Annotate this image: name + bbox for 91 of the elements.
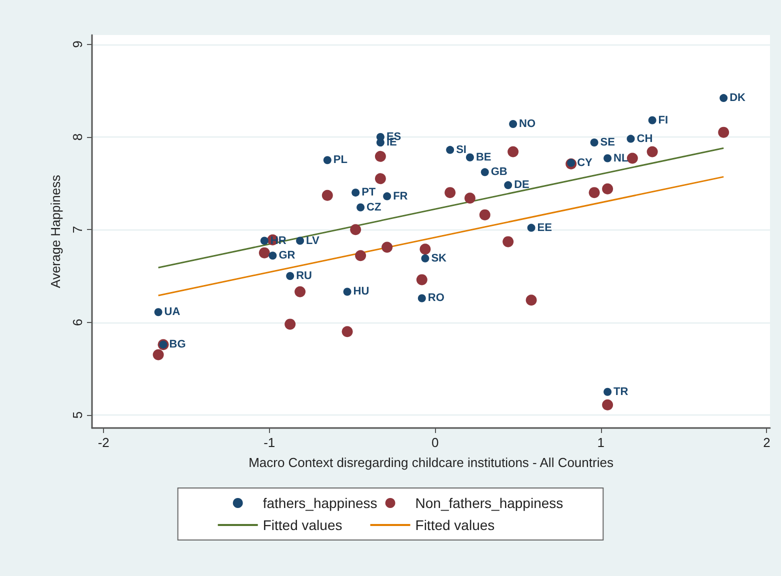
point [356, 203, 365, 212]
point [268, 252, 277, 260]
point [294, 286, 306, 298]
legend-label: Non_fathers_happiness [415, 495, 564, 511]
point [376, 138, 384, 147]
point [567, 158, 576, 167]
data-label: EE [537, 222, 552, 234]
point [502, 236, 514, 248]
point [504, 181, 512, 190]
x-axis-title: Macro Context disregarding childcare institutions - All Countries [248, 455, 614, 470]
point [323, 156, 332, 164]
point [258, 247, 270, 258]
data-label: HU [353, 286, 370, 298]
point [418, 294, 426, 302]
point [446, 146, 454, 154]
point [464, 192, 476, 204]
x-tick-label: 1 [597, 435, 605, 450]
data-label: DK [730, 92, 746, 104]
point [626, 152, 638, 164]
y-tick-label: 8 [70, 133, 85, 141]
point [588, 187, 600, 198]
y-tick-label: 9 [70, 40, 85, 48]
data-label: UA [164, 306, 180, 318]
point [343, 288, 352, 296]
point [604, 154, 612, 162]
data-label: CZ [366, 201, 382, 214]
point [382, 242, 393, 253]
data-label: CH [636, 132, 653, 145]
data-label: RO [428, 292, 445, 304]
legend-label: Fitted values [415, 517, 495, 533]
point [421, 254, 430, 262]
data-label: TR [614, 386, 628, 398]
point [342, 326, 353, 338]
data-label: PT [362, 186, 376, 199]
data-label: DE [514, 179, 530, 192]
point [508, 146, 519, 158]
point [604, 388, 612, 396]
data-label: SK [431, 252, 447, 264]
point [479, 209, 490, 220]
x-tick-label: -2 [98, 435, 110, 450]
point [444, 187, 456, 198]
point [416, 274, 428, 286]
point [322, 190, 333, 201]
point [480, 168, 489, 176]
point [374, 150, 386, 162]
x-tick-label: 2 [763, 435, 770, 450]
y-tick-label: 7 [70, 226, 85, 234]
data-label: SE [600, 136, 615, 149]
data-label: LV [306, 234, 320, 247]
point [374, 173, 386, 184]
data-label: GR [278, 250, 296, 262]
data-label: BG [169, 338, 186, 351]
point [602, 399, 614, 410]
point [526, 294, 537, 306]
data-label: GB [490, 166, 508, 178]
point [284, 318, 296, 330]
data-label: RU [296, 270, 312, 282]
point [626, 134, 635, 143]
point [648, 116, 656, 124]
point [352, 188, 360, 197]
point [420, 244, 431, 255]
data-label: BE [476, 151, 492, 164]
point [286, 272, 294, 280]
point [718, 126, 730, 138]
point [152, 349, 164, 360]
point [466, 153, 474, 162]
point [590, 138, 598, 147]
point [602, 183, 614, 194]
point [350, 224, 362, 236]
point [296, 236, 304, 245]
point [154, 308, 162, 316]
point [720, 94, 728, 102]
legend-label: fathers_happiness [262, 495, 378, 511]
point [527, 224, 536, 232]
data-label: FI [658, 114, 668, 126]
legend-label: Fitted values [262, 517, 342, 533]
point [260, 236, 268, 245]
y-tick-label: 5 [70, 411, 85, 419]
data-label: FR [393, 190, 408, 202]
x-tick-label: -1 [264, 435, 276, 450]
point [355, 250, 366, 262]
point [509, 120, 518, 128]
data-label: PL [333, 154, 348, 166]
data-label: CY [577, 156, 594, 169]
data-label: SI [456, 144, 466, 156]
y-axis-title: Average Happiness [48, 174, 63, 288]
y-tick-label: 6 [70, 318, 85, 326]
point [646, 146, 658, 158]
point [383, 192, 392, 200]
x-tick-label: 0 [432, 435, 439, 450]
data-label: NO [519, 118, 536, 130]
